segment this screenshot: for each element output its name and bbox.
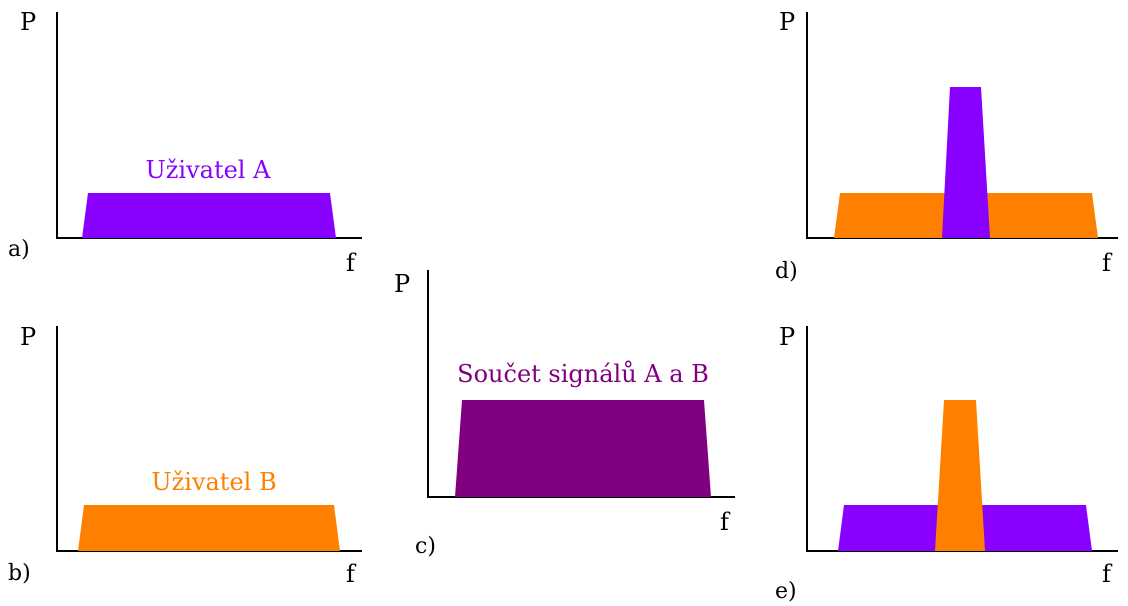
- panel-d: P d) f: [775, 8, 1118, 284]
- panel-a-caption: Uživatel A: [146, 156, 272, 184]
- panel-b: P Uživatel B b) f: [8, 323, 362, 588]
- panel-c-letter: c): [415, 534, 436, 559]
- panel-a-y-label: P: [20, 8, 36, 36]
- panel-b-caption: Uživatel B: [151, 468, 276, 496]
- panel-b-y-label: P: [20, 323, 36, 351]
- panel-c: P Součet signálů A a B c) f: [394, 270, 735, 559]
- panel-e: P e) f: [775, 323, 1118, 604]
- panel-d-x-label: f: [1102, 249, 1113, 277]
- panel-c-caption: Součet signálů A a B: [457, 360, 709, 388]
- panel-a-user-a-band: [82, 193, 336, 238]
- panel-c-sum-band: [455, 400, 711, 497]
- panel-a-x-label: f: [346, 249, 357, 277]
- panel-d-letter: d): [775, 259, 798, 284]
- panel-c-y-label: P: [394, 270, 410, 298]
- panel-a-letter: a): [8, 237, 30, 262]
- panel-a: P Uživatel A a) f: [8, 8, 362, 277]
- panel-e-x-label: f: [1102, 560, 1113, 588]
- panel-b-user-b-band: [78, 505, 340, 551]
- panel-e-letter: e): [775, 579, 797, 604]
- panel-d-y-label: P: [779, 8, 795, 36]
- panel-e-user-b-peak: [935, 400, 985, 551]
- panel-b-letter: b): [8, 561, 31, 586]
- panel-c-x-label: f: [720, 508, 731, 536]
- panel-b-x-label: f: [346, 560, 357, 588]
- panel-e-y-label: P: [779, 323, 795, 351]
- panel-d-user-a-peak: [942, 87, 990, 238]
